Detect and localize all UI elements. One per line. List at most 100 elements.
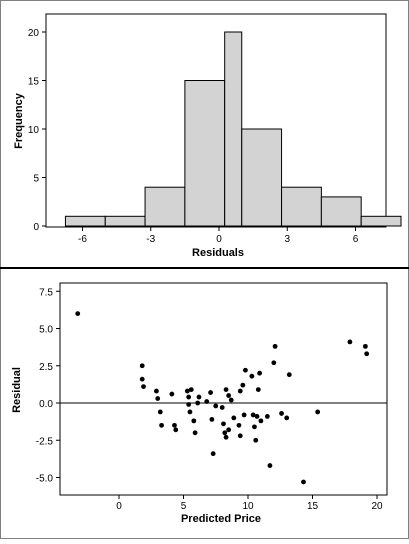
scatter-point [252,424,257,430]
scatter-point [219,405,225,410]
scatter-point [347,339,353,345]
scatter-point [223,387,229,392]
scatter-point [172,422,177,428]
scatter-point [154,388,159,394]
scatter-y-tick-label: -5.0 [36,474,54,485]
scatter-point [173,427,179,433]
scatter-point [159,422,164,428]
scatter-x-ticks: 0 5 10 15 20 [116,495,383,512]
scatter-point [226,427,232,433]
histogram-bar [64,215,106,227]
histogram-x-axis-label: Residuals [192,247,244,259]
scatter-point [169,391,175,397]
scatter-x-tick-label: 0 [116,501,122,512]
histogram-x-tick-label: -6 [78,234,87,245]
histogram-x-tick-label: 3 [284,234,290,245]
scatter-x-tick-label: 20 [371,501,383,512]
scatter-point [241,412,247,418]
scatter-y-tick-label: -2.5 [36,436,54,447]
scatter-point [221,421,226,427]
histogram-x-tick-label: 0 [216,234,222,245]
scatter-point [271,360,277,366]
histogram-bar [104,215,146,227]
scatter-point [231,415,237,421]
scatter-point [301,479,306,485]
scatter-point [155,396,161,401]
scatter-point [139,363,145,369]
histogram-bar [144,186,186,227]
scatter-x-tick-label: 10 [242,501,254,512]
scatter-point [267,463,273,468]
scatter-point [257,370,263,376]
scatter-plot-area [59,282,388,496]
histogram-y-tick-label: 10 [28,125,40,136]
scatter-y-tick-label: 5.0 [39,325,53,336]
scatter-point [237,388,243,394]
scatter-point [204,399,210,404]
scatter-panel: 0 5 10 15 20 7.5 5.0 2.5 0.0 -2.5 -5.0 Predicted … [11,282,388,525]
scatter-point [226,393,232,398]
histogram-y-tick-label: 20 [28,28,40,39]
scatter-y-axis-label: Residual [11,367,23,413]
histogram-y-tick-label: 0 [33,222,39,233]
scatter-point [188,387,194,392]
scatter-point [264,414,270,419]
histogram-bar [281,186,322,227]
scatter-point [315,409,321,415]
scatter-point [184,388,190,394]
scatter-point [141,384,146,390]
scatter-point [210,451,216,457]
scatter-point [191,418,197,424]
scatter-point [272,343,278,349]
scatter-x-axis-label: Predicted Price [181,513,261,525]
scatter-point [223,434,229,440]
scatter-point [254,414,260,419]
scatter-point [228,397,234,403]
scatter-points [75,311,370,485]
histogram-panel: -6 -3 0 3 6 0 5 10 15 20 Residuals Frequency [13,13,402,259]
scatter-point [255,387,261,392]
scatter-point [139,376,145,382]
histogram-y-ticks: 0 5 10 15 20 [28,28,46,233]
scatter-x-tick-label: 5 [181,501,187,512]
scatter-point [157,409,163,415]
scatter-point [213,403,219,409]
scatter-point [362,343,368,349]
scatter-point [237,433,243,439]
histogram-x-ticks: -6 -3 0 3 6 [78,227,359,245]
histogram-bar [320,196,362,227]
scatter-y-tick-label: 7.5 [39,287,53,298]
scatter-point [75,311,81,316]
histogram-bars [64,31,402,227]
histogram-x-tick-label: 6 [353,234,359,245]
scatter-point [286,372,292,378]
scatter-point [364,351,370,357]
histogram-y-tick-label: 15 [28,77,40,88]
scatter-point [240,382,246,388]
scatter-point [187,409,193,415]
histogram-bar [224,31,243,227]
scatter-point [196,394,202,400]
scatter-point [249,373,255,379]
scatter-y-tick-label: 0.0 [39,399,53,410]
scatter-point [253,437,259,443]
scatter-point [279,411,284,416]
scatter-point [236,422,242,428]
scatter-y-tick-label: 2.5 [39,362,53,373]
histogram-bar [241,128,283,227]
scatter-point [243,367,248,373]
scatter-point [208,390,213,395]
scatter-point [192,430,198,436]
scatter-point [222,430,228,436]
histogram-y-axis-label: Frequency [13,92,25,149]
scatter-point [284,415,290,421]
histogram-bar [360,215,402,227]
scatter-y-ticks: 7.5 5.0 2.5 0.0 -2.5 -5.0 [36,287,60,485]
histogram-y-tick-label: 5 [33,174,39,185]
scatter-point [195,400,201,406]
scatter-x-tick-label: 15 [307,501,319,512]
scatter-point [250,412,256,418]
histogram-x-tick-label: -3 [146,234,155,245]
